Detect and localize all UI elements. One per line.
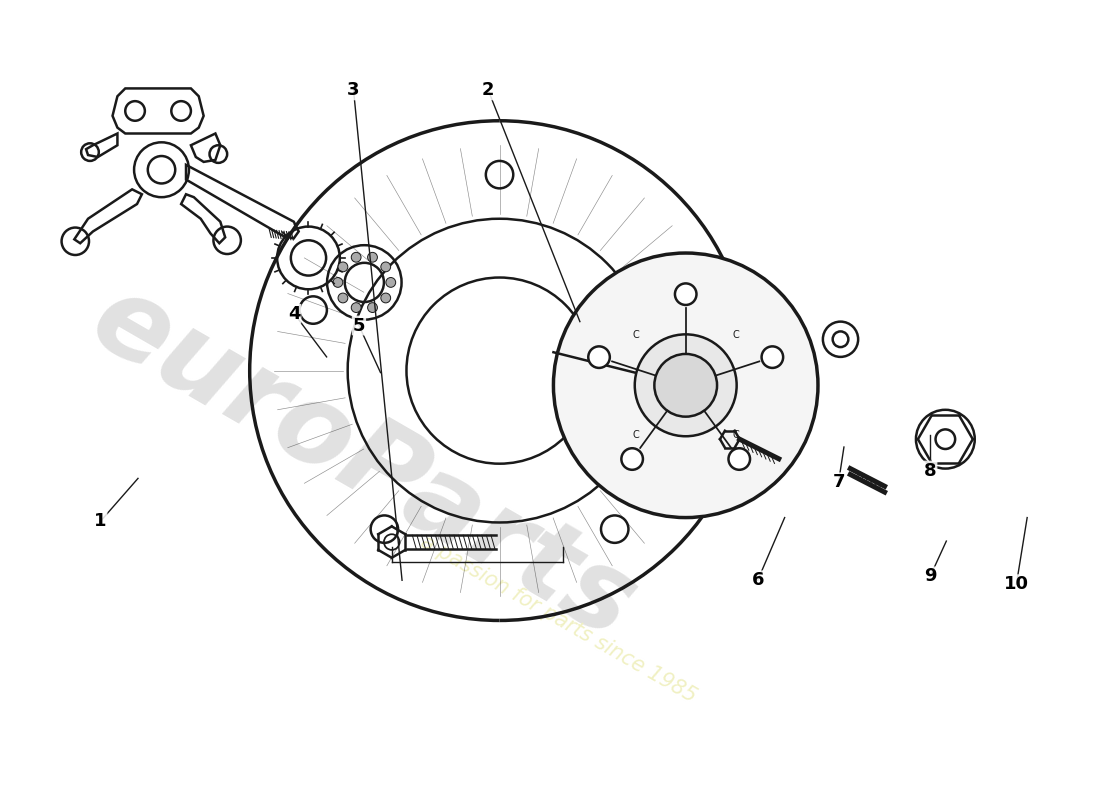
Circle shape — [728, 448, 750, 470]
Text: 8: 8 — [924, 462, 936, 479]
Circle shape — [381, 293, 390, 303]
Text: C: C — [632, 330, 639, 341]
Text: 5: 5 — [353, 317, 365, 334]
Text: 4: 4 — [288, 305, 300, 322]
Circle shape — [793, 366, 802, 373]
Text: 6: 6 — [751, 571, 764, 590]
Circle shape — [338, 293, 348, 303]
Circle shape — [781, 332, 789, 339]
Text: a passion for parts since 1985: a passion for parts since 1985 — [417, 532, 700, 707]
Text: 10: 10 — [1004, 575, 1028, 594]
Circle shape — [793, 338, 802, 346]
Circle shape — [351, 252, 361, 262]
Circle shape — [367, 252, 377, 262]
Text: 1: 1 — [94, 513, 107, 530]
Circle shape — [338, 262, 348, 272]
Circle shape — [761, 346, 783, 368]
Text: 9: 9 — [924, 567, 936, 586]
Circle shape — [799, 352, 806, 360]
Circle shape — [781, 372, 789, 380]
Text: 2: 2 — [482, 82, 495, 99]
Circle shape — [351, 302, 361, 313]
Circle shape — [621, 448, 642, 470]
Circle shape — [768, 370, 776, 378]
Circle shape — [675, 283, 696, 305]
Circle shape — [333, 278, 343, 287]
Circle shape — [381, 262, 390, 272]
Circle shape — [654, 354, 717, 417]
Text: C: C — [632, 430, 639, 440]
Circle shape — [367, 302, 377, 313]
Circle shape — [553, 253, 818, 518]
Text: 3: 3 — [348, 82, 360, 99]
Circle shape — [635, 334, 737, 436]
Circle shape — [759, 359, 767, 367]
Text: euroParts: euroParts — [74, 264, 655, 662]
Circle shape — [768, 334, 776, 342]
Circle shape — [759, 345, 767, 353]
Text: 7: 7 — [833, 474, 845, 491]
Text: C: C — [733, 430, 739, 440]
Circle shape — [588, 346, 609, 368]
Text: C: C — [733, 330, 739, 341]
Circle shape — [386, 278, 396, 287]
